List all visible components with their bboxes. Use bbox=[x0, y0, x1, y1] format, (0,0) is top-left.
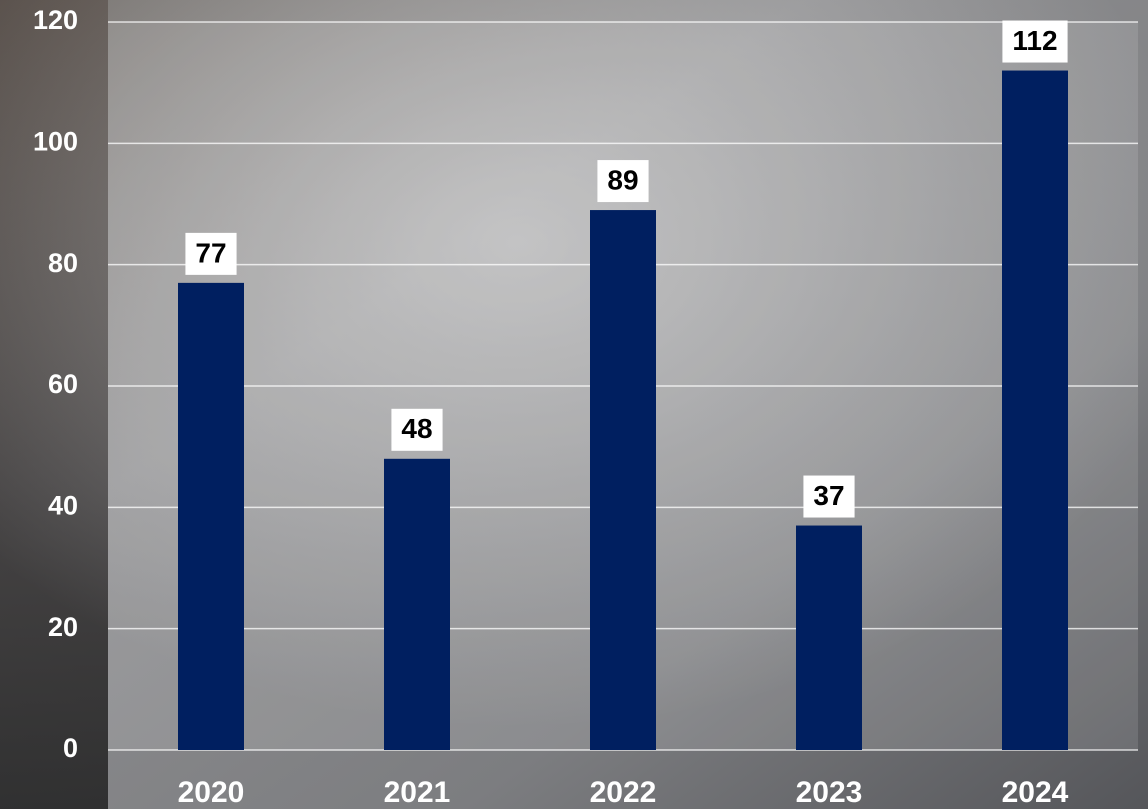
y-tick-label: 60 bbox=[48, 369, 78, 399]
value-label: 89 bbox=[607, 164, 638, 195]
bar bbox=[796, 525, 862, 750]
value-label-box bbox=[1002, 20, 1068, 63]
y-tick-label: 0 bbox=[63, 733, 78, 763]
y-tick-label: 40 bbox=[48, 490, 78, 520]
x-tick-label: 2020 bbox=[178, 776, 245, 809]
y-tick-label: 100 bbox=[33, 126, 78, 156]
value-label: 37 bbox=[813, 480, 844, 511]
x-tick-label: 2022 bbox=[590, 776, 657, 809]
value-label-box bbox=[185, 232, 237, 275]
bar bbox=[384, 458, 450, 750]
value-label: 48 bbox=[401, 413, 432, 444]
x-tick-label: 2023 bbox=[796, 776, 863, 809]
y-tick-label: 20 bbox=[48, 612, 78, 642]
value-label-box bbox=[597, 160, 649, 203]
x-tick-label: 2024 bbox=[1002, 776, 1069, 809]
y-tick-label: 80 bbox=[48, 248, 78, 278]
value-label: 112 bbox=[1012, 25, 1057, 56]
y-tick-label: 120 bbox=[33, 5, 78, 35]
bar bbox=[1002, 70, 1068, 751]
plot: 0 20 40 60 80 100 120 2020 77 2021 48 2022 89 2023 37 2… bbox=[33, 5, 1138, 809]
bar bbox=[178, 282, 244, 750]
value-label-box bbox=[803, 475, 855, 518]
x-tick-label: 2021 bbox=[384, 776, 451, 809]
value-label-box bbox=[391, 408, 443, 451]
value-label: 77 bbox=[195, 237, 226, 268]
bar bbox=[590, 210, 656, 751]
